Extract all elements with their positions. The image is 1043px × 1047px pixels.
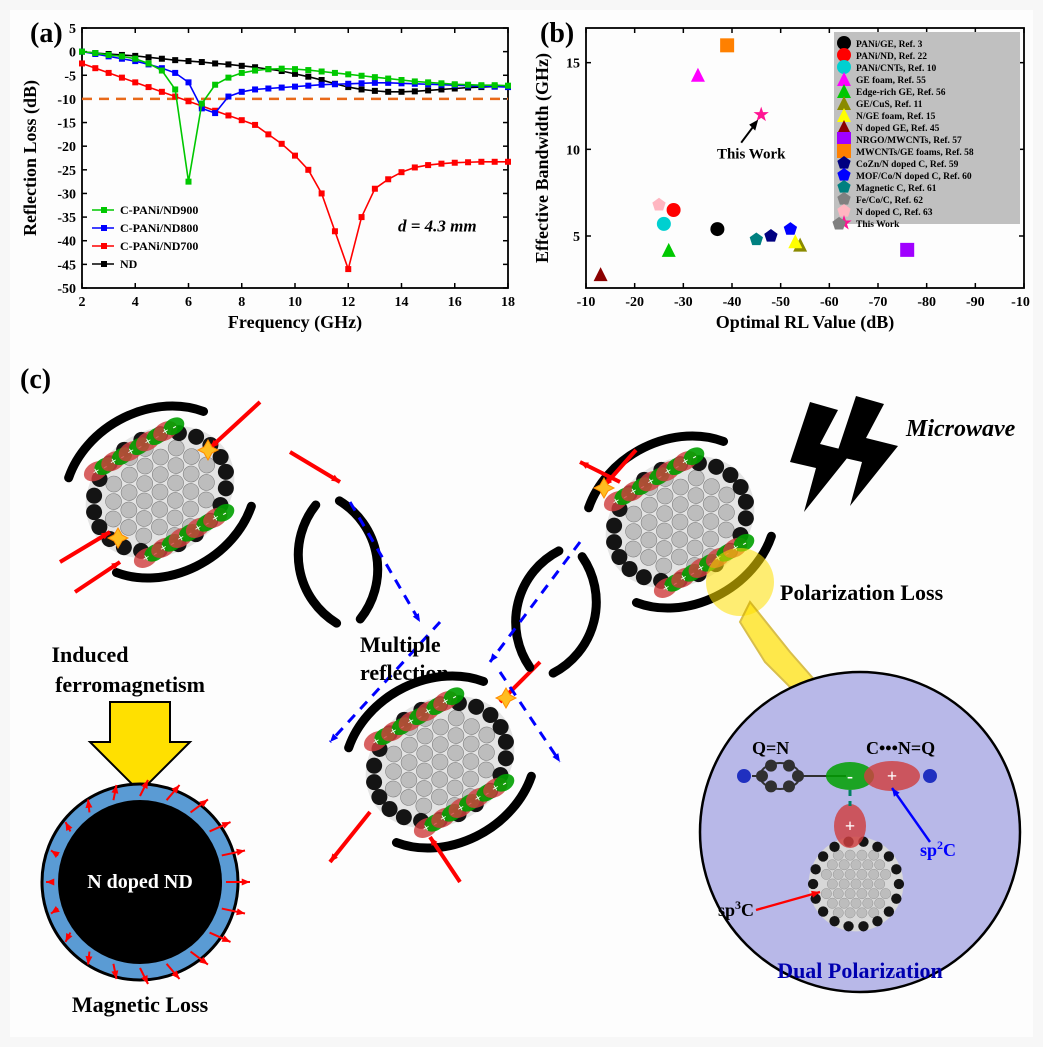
svg-text:This Work: This Work (717, 147, 786, 163)
svg-text:-20: -20 (57, 140, 76, 155)
svg-text:Reflection Loss (dB): Reflection Loss (dB) (20, 80, 41, 236)
svg-text:+: + (845, 816, 855, 836)
svg-text:ferromagnetism: ferromagnetism (55, 672, 205, 697)
svg-text:C-PANi/ND900: C-PANi/ND900 (120, 203, 198, 217)
svg-text:4: 4 (132, 295, 139, 310)
svg-text:-90: -90 (966, 295, 985, 310)
svg-text:-40: -40 (723, 295, 742, 310)
svg-text:PANi/CNTs, Ref. 10: PANi/CNTs, Ref. 10 (856, 64, 936, 74)
svg-text:Polarization Loss: Polarization Loss (780, 580, 944, 605)
svg-text:10: 10 (288, 295, 302, 310)
svg-text:-15: -15 (57, 117, 76, 132)
svg-text:-35: -35 (57, 211, 76, 226)
panel-b-label: (b) (540, 18, 574, 49)
svg-text:-60: -60 (820, 295, 839, 310)
svg-text:-5: -5 (64, 69, 76, 84)
svg-text:C-PANi/ND800: C-PANi/ND800 (120, 221, 198, 235)
panel-a-label: (a) (30, 18, 63, 49)
svg-text:-45: -45 (57, 258, 76, 273)
svg-text:reflection: reflection (360, 660, 449, 685)
svg-text:-25: -25 (57, 164, 76, 179)
panel-b: (b) -10 -20 -30 -40 -50 -60 -70 -80 -90 -100 5 10 15… (530, 16, 1030, 336)
svg-text:PANi/ND, Ref. 22: PANi/ND, Ref. 22 (856, 52, 927, 62)
svg-text:d = 4.3 mm: d = 4.3 mm (398, 216, 477, 235)
panel-c: (c) Microwave+-+-+-+-+-+-+-+-+-+-+-+-+-+… (20, 362, 1023, 1028)
svg-text:C•••N=Q: C•••N=Q (866, 738, 935, 758)
svg-text:NRGO/MWCNTs, Ref. 57: NRGO/MWCNTs, Ref. 57 (856, 136, 962, 146)
panel-a-svg: (a) 24681012141618-50-45-40-35-30-25-20-… (20, 16, 520, 336)
panel-c-svg: (c) Microwave+-+-+-+-+-+-+-+-+-+-+-+-+-+… (20, 362, 1023, 1028)
svg-text:15: 15 (566, 57, 580, 72)
svg-text:This Work: This Work (856, 220, 900, 230)
svg-text:GE foam, Ref. 55: GE foam, Ref. 55 (856, 76, 926, 86)
svg-text:Induced: Induced (51, 642, 128, 667)
svg-text:-30: -30 (674, 295, 693, 310)
svg-text:16: 16 (448, 295, 462, 310)
svg-text:2: 2 (79, 295, 86, 310)
svg-text:-20: -20 (625, 295, 644, 310)
svg-text:MOF/Co/N doped C, Ref. 60: MOF/Co/N doped C, Ref. 60 (856, 172, 972, 182)
svg-text:C-PANi/ND700: C-PANi/ND700 (120, 239, 198, 253)
svg-text:10: 10 (566, 143, 580, 158)
svg-text:6: 6 (185, 295, 192, 310)
svg-text:-80: -80 (917, 295, 936, 310)
svg-text:12: 12 (341, 295, 355, 310)
svg-text:-30: -30 (57, 187, 76, 202)
svg-text:Effective Bandwidth (GHz): Effective Bandwidth (GHz) (532, 53, 553, 263)
svg-text:Fe/Co/C, Ref. 62: Fe/Co/C, Ref. 62 (856, 196, 923, 206)
svg-text:ND: ND (120, 257, 138, 271)
svg-text:-40: -40 (57, 235, 76, 250)
svg-text:-10: -10 (57, 93, 76, 108)
svg-text:GE/CuS, Ref. 11: GE/CuS, Ref. 11 (856, 100, 923, 110)
svg-text:14: 14 (395, 295, 409, 310)
svg-text:-50: -50 (771, 295, 790, 310)
svg-text:PANi/GE, Ref. 3: PANi/GE, Ref. 3 (856, 40, 923, 50)
svg-text:-10: -10 (577, 295, 596, 310)
svg-text:-70: -70 (869, 295, 888, 310)
panel-b-svg: (b) -10 -20 -30 -40 -50 -60 -70 -80 -90 -100 5 10 15… (530, 16, 1030, 336)
svg-text:-: - (847, 766, 853, 786)
svg-text:8: 8 (238, 295, 245, 310)
svg-text:N doped ND: N doped ND (87, 871, 193, 893)
svg-text:Multiple: Multiple (360, 632, 441, 657)
svg-text:Frequency (GHz): Frequency (GHz) (228, 312, 362, 333)
svg-text:Optimal RL Value (dB): Optimal RL Value (dB) (716, 312, 895, 333)
svg-text:18: 18 (501, 295, 515, 310)
svg-text:0: 0 (69, 46, 76, 61)
panel-c-label: (c) (20, 364, 51, 395)
svg-text:+: + (887, 766, 897, 786)
svg-text:-100: -100 (1011, 295, 1030, 310)
svg-text:CoZn/N doped C, Ref. 59: CoZn/N doped C, Ref. 59 (856, 160, 959, 170)
svg-text:5: 5 (573, 230, 580, 245)
svg-text:Microwave: Microwave (905, 416, 1016, 442)
svg-text:Magnetic Loss: Magnetic Loss (72, 992, 209, 1017)
svg-text:MWCNTs/GE foams, Ref. 58: MWCNTs/GE foams, Ref. 58 (856, 148, 974, 158)
svg-text:5: 5 (69, 22, 76, 37)
svg-text:Q=N: Q=N (752, 738, 789, 758)
svg-text:N doped C, Ref. 63: N doped C, Ref. 63 (856, 208, 933, 218)
panel-a: (a) 24681012141618-50-45-40-35-30-25-20-… (20, 16, 520, 336)
svg-text:-50: -50 (57, 282, 76, 297)
svg-text:Edge-rich GE, Ref. 56: Edge-rich GE, Ref. 56 (856, 88, 946, 98)
svg-text:Dual Polarization: Dual Polarization (777, 958, 943, 983)
svg-text:N doped GE, Ref. 45: N doped GE, Ref. 45 (856, 124, 940, 134)
figure-root: (a) 24681012141618-50-45-40-35-30-25-20-… (10, 10, 1033, 1037)
svg-text:N/GE foam, Ref. 15: N/GE foam, Ref. 15 (856, 112, 936, 122)
svg-text:Magnetic C, Ref. 61: Magnetic C, Ref. 61 (856, 184, 937, 194)
